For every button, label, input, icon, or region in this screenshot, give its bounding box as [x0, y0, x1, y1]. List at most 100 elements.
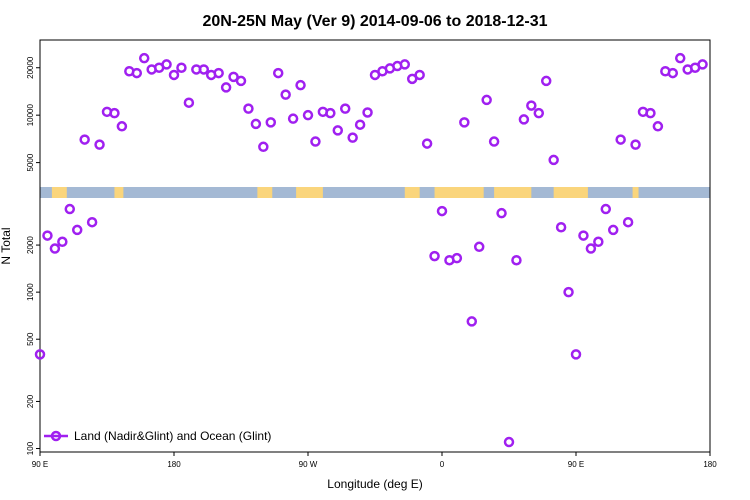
data-point — [287, 113, 299, 124]
data-point — [488, 136, 500, 147]
data-point — [615, 134, 626, 145]
data-point — [429, 250, 440, 262]
x-tick-label: 90 E — [568, 460, 584, 469]
data-point — [213, 67, 224, 79]
data-point — [168, 69, 180, 81]
data-point — [228, 71, 239, 83]
data-point — [481, 94, 492, 106]
data-point — [310, 136, 321, 147]
data-points — [34, 52, 708, 448]
data-point — [511, 254, 522, 266]
legend-label: Land (Nadir&Glint) and Ocean (Glint) — [74, 429, 271, 443]
land-patch-1 — [114, 187, 124, 198]
land-patch-3 — [296, 187, 323, 198]
land-patch-0 — [51, 187, 67, 198]
land-patches — [51, 187, 639, 198]
data-point — [198, 64, 210, 75]
land-patch-2 — [257, 187, 273, 198]
data-point — [459, 117, 470, 128]
data-point — [138, 52, 150, 64]
data-point — [183, 97, 195, 108]
legend-marker — [50, 430, 62, 442]
x-axis: 90 E 180 90 W 0 90 E 180 — [32, 452, 717, 469]
data-point — [570, 349, 582, 360]
data-point — [258, 141, 269, 153]
data-point — [496, 207, 507, 219]
data-point — [414, 69, 425, 81]
data-point — [555, 222, 567, 233]
data-point — [585, 243, 597, 254]
data-point — [220, 82, 232, 93]
data-point — [473, 241, 485, 253]
data-point — [235, 75, 247, 87]
data-point — [354, 119, 366, 130]
data-point — [176, 62, 187, 73]
data-point — [280, 89, 291, 100]
x-axis-label: Longitude (deg E) — [327, 477, 422, 491]
data-point — [71, 224, 83, 236]
y-tick-label: 5000 — [26, 153, 35, 171]
data-point — [607, 224, 619, 236]
data-point — [563, 286, 574, 298]
data-point — [295, 79, 306, 91]
plot-frame — [39, 39, 711, 453]
ocean-band — [40, 187, 710, 198]
data-point — [42, 230, 53, 241]
data-point — [548, 154, 559, 166]
data-point — [109, 107, 120, 119]
y-tick-label: 10000 — [26, 103, 35, 126]
y-axis: 5000 10000 20000 100 200 500 1000 2000 — [26, 56, 40, 455]
data-point — [79, 134, 90, 145]
x-tick-label: 180 — [703, 460, 717, 469]
data-point — [272, 67, 284, 79]
data-point — [622, 216, 634, 228]
data-point — [466, 316, 478, 327]
legend: Land (Nadir&Glint) and Ocean (Glint) — [44, 429, 271, 443]
land-patch-5 — [434, 187, 484, 198]
x-tick-label: 90 W — [299, 460, 318, 469]
data-point — [94, 139, 105, 150]
data-point — [533, 107, 545, 119]
data-point — [630, 139, 641, 150]
data-point — [64, 203, 76, 215]
y-tick-label: 20000 — [26, 56, 35, 79]
y-tick-label: 1000 — [26, 283, 35, 301]
data-point — [243, 103, 254, 114]
data-point — [362, 107, 373, 118]
y-tick-label: 500 — [26, 332, 35, 346]
data-point — [265, 117, 277, 128]
data-point — [57, 236, 68, 248]
data-point — [518, 114, 530, 125]
x-tick-label: 0 — [440, 460, 445, 469]
data-point — [600, 203, 612, 215]
y-tick-label: 200 — [26, 394, 35, 408]
data-point — [540, 75, 552, 87]
land-patch-6 — [494, 187, 532, 198]
data-point — [339, 103, 351, 114]
data-point — [86, 216, 98, 228]
data-point — [578, 230, 589, 241]
data-point — [451, 252, 463, 264]
data-point — [526, 100, 537, 111]
data-point — [116, 121, 128, 132]
data-point — [250, 118, 262, 130]
data-point — [399, 59, 411, 70]
x-tick-label: 180 — [167, 460, 181, 469]
data-point — [645, 107, 656, 119]
data-point — [674, 52, 686, 64]
land-ocean-band — [40, 187, 710, 198]
data-point — [667, 67, 679, 79]
chart-title: 20N-25N May (Ver 9) 2014-09-06 to 2018-1… — [202, 13, 547, 30]
data-point — [436, 205, 448, 217]
data-point — [131, 67, 143, 79]
data-point — [503, 436, 515, 448]
data-point — [697, 59, 708, 70]
data-point — [161, 59, 172, 70]
land-patch-7 — [553, 187, 588, 198]
data-point — [49, 243, 61, 254]
data-point — [347, 132, 358, 143]
data-point — [421, 138, 433, 149]
y-axis-label: N Total — [0, 227, 13, 264]
data-point — [302, 109, 314, 121]
data-point — [593, 236, 604, 248]
